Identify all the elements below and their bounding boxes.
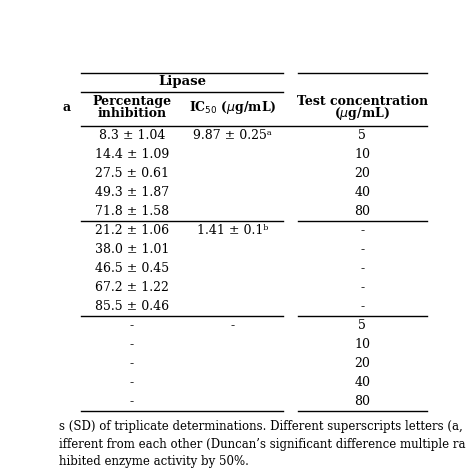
Text: -: - xyxy=(360,243,365,256)
Text: s (SD) of triplicate determinations. Different superscripts letters (a,: s (SD) of triplicate determinations. Dif… xyxy=(59,420,463,433)
Text: 8.3 ± 1.04: 8.3 ± 1.04 xyxy=(99,129,165,142)
Text: 20: 20 xyxy=(355,167,370,180)
Text: hibited enzyme activity by 50%.: hibited enzyme activity by 50%. xyxy=(59,455,249,468)
Text: Test concentration: Test concentration xyxy=(297,95,428,109)
Text: 38.0 ± 1.01: 38.0 ± 1.01 xyxy=(95,243,169,256)
Text: -: - xyxy=(130,357,134,370)
Text: a: a xyxy=(63,100,71,114)
Text: -: - xyxy=(360,281,365,294)
Text: 5: 5 xyxy=(358,129,366,142)
Text: Lipase: Lipase xyxy=(158,75,206,88)
Text: inhibition: inhibition xyxy=(97,107,166,120)
Text: 5: 5 xyxy=(358,319,366,332)
Text: 49.3 ± 1.87: 49.3 ± 1.87 xyxy=(95,186,169,199)
Text: ifferent from each other (Duncan’s significant difference multiple ra: ifferent from each other (Duncan’s signi… xyxy=(59,438,466,451)
Text: Percentage: Percentage xyxy=(92,95,172,109)
Text: -: - xyxy=(360,262,365,275)
Text: 27.5 ± 0.61: 27.5 ± 0.61 xyxy=(95,167,169,180)
Text: 67.2 ± 1.22: 67.2 ± 1.22 xyxy=(95,281,169,294)
Text: 21.2 ± 1.06: 21.2 ± 1.06 xyxy=(95,224,169,237)
Text: 80: 80 xyxy=(354,205,370,218)
Text: 40: 40 xyxy=(354,186,370,199)
Text: 46.5 ± 0.45: 46.5 ± 0.45 xyxy=(95,262,169,275)
Text: -: - xyxy=(130,338,134,351)
Text: 10: 10 xyxy=(354,338,370,351)
Text: IC$_{50}$ ($\mu$g/mL): IC$_{50}$ ($\mu$g/mL) xyxy=(189,99,277,116)
Text: 1.41 ± 0.1ᵇ: 1.41 ± 0.1ᵇ xyxy=(197,224,268,237)
Text: 20: 20 xyxy=(355,357,370,370)
Text: -: - xyxy=(130,376,134,389)
Text: 71.8 ± 1.58: 71.8 ± 1.58 xyxy=(95,205,169,218)
Text: -: - xyxy=(130,395,134,408)
Text: -: - xyxy=(360,300,365,313)
Text: -: - xyxy=(130,319,134,332)
Text: -: - xyxy=(231,319,235,332)
Text: 14.4 ± 1.09: 14.4 ± 1.09 xyxy=(95,148,169,161)
Text: 40: 40 xyxy=(354,376,370,389)
Text: 80: 80 xyxy=(354,395,370,408)
Text: 10: 10 xyxy=(354,148,370,161)
Text: 9.87 ± 0.25ᵃ: 9.87 ± 0.25ᵃ xyxy=(193,129,272,142)
Text: ($\mu$g/mL): ($\mu$g/mL) xyxy=(334,105,390,122)
Text: -: - xyxy=(360,224,365,237)
Text: 85.5 ± 0.46: 85.5 ± 0.46 xyxy=(95,300,169,313)
